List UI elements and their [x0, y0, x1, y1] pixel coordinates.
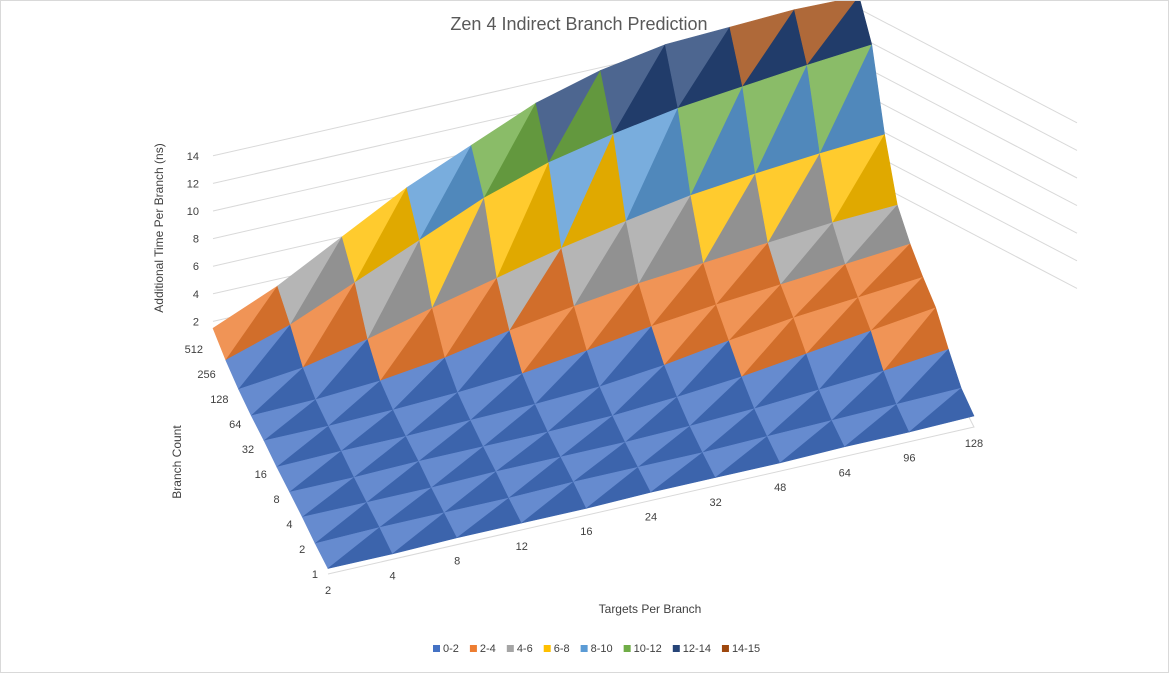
y-tick-label: 32 — [242, 444, 254, 456]
x-tick-label: 48 — [774, 482, 786, 494]
y-tick-label: 1 — [312, 569, 318, 581]
y-tick-label: 16 — [255, 469, 267, 481]
y-tick-label: 64 — [229, 419, 241, 431]
legend-swatch-0-2 — [433, 645, 440, 652]
y-tick-label: 128 — [210, 394, 228, 406]
legend-label-8-10: 8-10 — [591, 643, 613, 655]
legend-swatch-8-10 — [580, 645, 588, 652]
legend-label-10-12: 10-12 — [634, 643, 662, 655]
x-tick-label: 128 — [965, 438, 983, 450]
x-tick-label: 8 — [454, 556, 460, 568]
legend-swatch-14-15 — [721, 645, 729, 652]
z-tick-label: 12 — [187, 178, 199, 190]
y-tick-label: 4 — [286, 519, 292, 531]
y-tick-label: 256 — [197, 369, 215, 381]
x-axis-title: Targets Per Branch — [599, 602, 702, 616]
z-tick-label: 4 — [193, 289, 199, 301]
legend-swatch-4-6 — [506, 645, 514, 652]
surface-plot — [212, 1, 975, 569]
x-tick-label: 12 — [516, 541, 528, 553]
legend-swatch-10-12 — [623, 645, 631, 652]
legend: 0-2 2-4 4-6 6-8 8-10 10-12 12-14 14-15 — [433, 643, 760, 655]
legend-swatch-6-8 — [543, 645, 551, 652]
surface-facet — [909, 387, 975, 433]
y-tick-label: 512 — [185, 344, 203, 356]
legend-label-12-14: 12-14 — [683, 643, 711, 655]
legend-label-14-15: 14-15 — [732, 643, 760, 655]
x-tick-label: 64 — [839, 467, 851, 479]
x-tick-label: 2 — [325, 585, 331, 597]
x-tick-label: 32 — [709, 497, 721, 509]
legend-label-6-8: 6-8 — [554, 643, 570, 655]
z-tick-label: 14 — [187, 151, 199, 163]
y-axis-ticks: 1 2 4 8 16 32 64 128 256 512 — [185, 344, 318, 581]
legend-swatch-12-14 — [672, 645, 680, 652]
chart-title: Zen 4 Indirect Branch Prediction — [450, 14, 707, 34]
y-tick-label: 8 — [274, 494, 280, 506]
legend-label-2-4: 2-4 — [480, 643, 496, 655]
y-tick-label: 2 — [299, 544, 305, 556]
x-tick-label: 24 — [645, 512, 657, 524]
legend-label-0-2: 0-2 — [443, 643, 459, 655]
x-tick-label: 16 — [580, 526, 592, 538]
z-tick-label: 2 — [193, 316, 199, 328]
z-axis-title: Additional Time Per Branch (ns) — [152, 143, 166, 312]
legend-swatch-2-4 — [469, 645, 477, 652]
legend-label-4-6: 4-6 — [517, 643, 533, 655]
y-axis-title: Branch Count — [170, 425, 184, 499]
z-tick-label: 8 — [193, 234, 199, 246]
z-tick-label: 10 — [187, 206, 199, 218]
z-axis-ticks: 2 4 6 8 10 12 14 — [187, 151, 199, 329]
x-tick-label: 4 — [390, 570, 396, 582]
z-tick-label: 6 — [193, 261, 199, 273]
x-tick-label: 96 — [903, 453, 915, 465]
